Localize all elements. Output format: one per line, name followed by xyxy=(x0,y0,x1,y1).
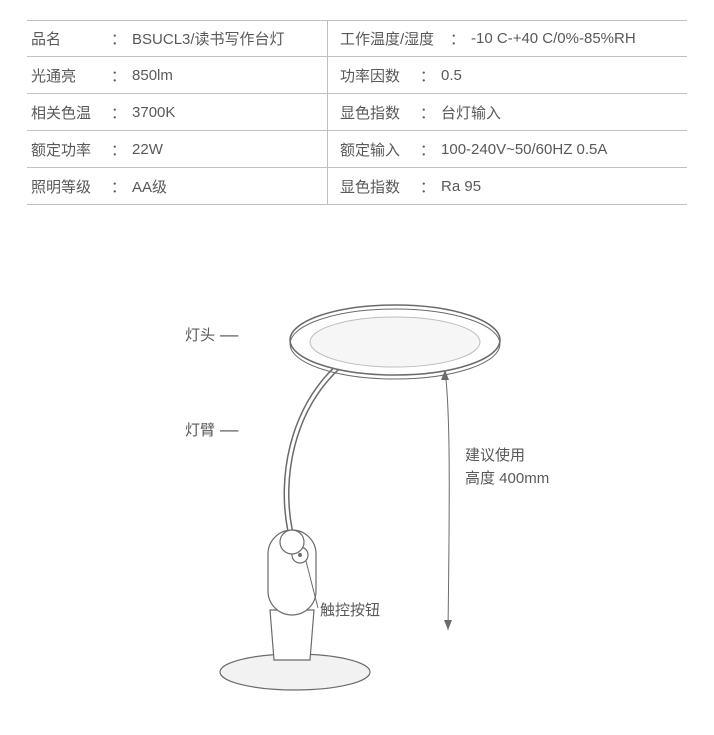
lamp-head-inner xyxy=(310,317,480,367)
label-head-text: 灯头 xyxy=(185,327,215,344)
spec-cell-right: 显色指数： Ra 95 xyxy=(327,168,687,204)
spec-value: 3700K xyxy=(132,104,175,121)
spec-row: 光通亮：850lm功率因数：0.5 xyxy=(27,57,687,94)
spec-cell-left: 额定功率： 22W xyxy=(27,139,327,160)
label-arm-text: 灯臂 xyxy=(185,422,215,439)
colon-icon: ： xyxy=(111,102,126,123)
lamp-svg xyxy=(0,280,714,720)
spec-value: 台灯输入 xyxy=(441,102,501,123)
colon-icon: ： xyxy=(111,65,126,86)
spec-value: -10 C-+40 C/0%-85%RH xyxy=(471,30,636,47)
spec-label: 显色指数 xyxy=(340,102,420,123)
spec-value: 850lm xyxy=(132,67,173,84)
spec-row: 相关色温：3700K显色指数：台灯输入 xyxy=(27,94,687,131)
lamp-diagram: 灯头 ------ 灯臂 ------ 触控按钮 建议使用 高度 400mm xyxy=(0,280,714,720)
spec-value: AA级 xyxy=(132,176,167,197)
spec-value: BSUCL3/读书写作台灯 xyxy=(132,28,285,49)
spec-cell-right: 工作温度/湿度： -10 C-+40 C/0%-85%RH xyxy=(327,21,687,56)
lamp-joint xyxy=(280,530,304,554)
spec-value: 100-240V~50/60HZ 0.5A xyxy=(441,141,607,158)
spec-label: 额定功率 xyxy=(31,139,111,160)
spec-label: 额定输入 xyxy=(340,139,420,160)
spec-label: 照明等级 xyxy=(31,176,111,197)
colon-icon: ： xyxy=(111,139,126,160)
spec-cell-right: 功率因数： 0.5 xyxy=(327,57,687,93)
spec-row: 额定功率：22W额定输入：100-240V~50/60HZ 0.5A xyxy=(27,131,687,168)
spec-cell-right: 显色指数： 台灯输入 xyxy=(327,94,687,130)
dash-icon: ------ xyxy=(219,327,237,344)
spec-label: 工作温度/湿度 xyxy=(340,28,450,49)
spec-cell-left: 照明等级： AA级 xyxy=(27,176,327,197)
lamp-lower-body xyxy=(270,610,314,660)
lamp-arm xyxy=(287,365,340,530)
label-usage-line2: 高度 400mm xyxy=(465,468,549,491)
colon-icon: ： xyxy=(420,65,435,86)
spec-row: 品名：BSUCL3/读书写作台灯工作温度/湿度：-10 C-+40 C/0%-8… xyxy=(27,20,687,57)
label-touch: 触控按钮 xyxy=(320,600,380,623)
height-arrow-head-bottom xyxy=(444,620,452,630)
label-usage-line1: 建议使用 xyxy=(465,445,549,468)
spec-value: Ra 95 xyxy=(441,178,481,195)
colon-icon: ： xyxy=(420,102,435,123)
height-arrow-line xyxy=(445,370,449,630)
colon-icon: ： xyxy=(111,28,126,49)
spec-row: 照明等级：AA级显色指数：Ra 95 xyxy=(27,168,687,205)
spec-value: 0.5 xyxy=(441,67,462,84)
colon-icon: ： xyxy=(420,139,435,160)
dash-icon: ------ xyxy=(219,422,237,439)
colon-icon: ： xyxy=(420,176,435,197)
spec-cell-right: 额定输入： 100-240V~50/60HZ 0.5A xyxy=(327,131,687,167)
spec-label: 功率因数 xyxy=(340,65,420,86)
spec-table: 品名：BSUCL3/读书写作台灯工作温度/湿度：-10 C-+40 C/0%-8… xyxy=(27,20,687,205)
label-arm: 灯臂 ------ xyxy=(185,420,237,443)
colon-icon: ： xyxy=(111,176,126,197)
colon-icon: ： xyxy=(450,28,465,49)
label-usage: 建议使用 高度 400mm xyxy=(465,445,549,490)
lamp-knob-dot xyxy=(298,553,302,557)
label-head: 灯头 ------ xyxy=(185,325,237,348)
spec-value: 22W xyxy=(132,141,163,158)
spec-label: 相关色温 xyxy=(31,102,111,123)
spec-cell-left: 相关色温： 3700K xyxy=(27,102,327,123)
spec-cell-left: 品名： BSUCL3/读书写作台灯 xyxy=(27,28,327,49)
spec-label: 品名 xyxy=(31,28,111,49)
spec-label: 显色指数 xyxy=(340,176,420,197)
spec-cell-left: 光通亮： 850lm xyxy=(27,65,327,86)
spec-label: 光通亮 xyxy=(31,65,111,86)
